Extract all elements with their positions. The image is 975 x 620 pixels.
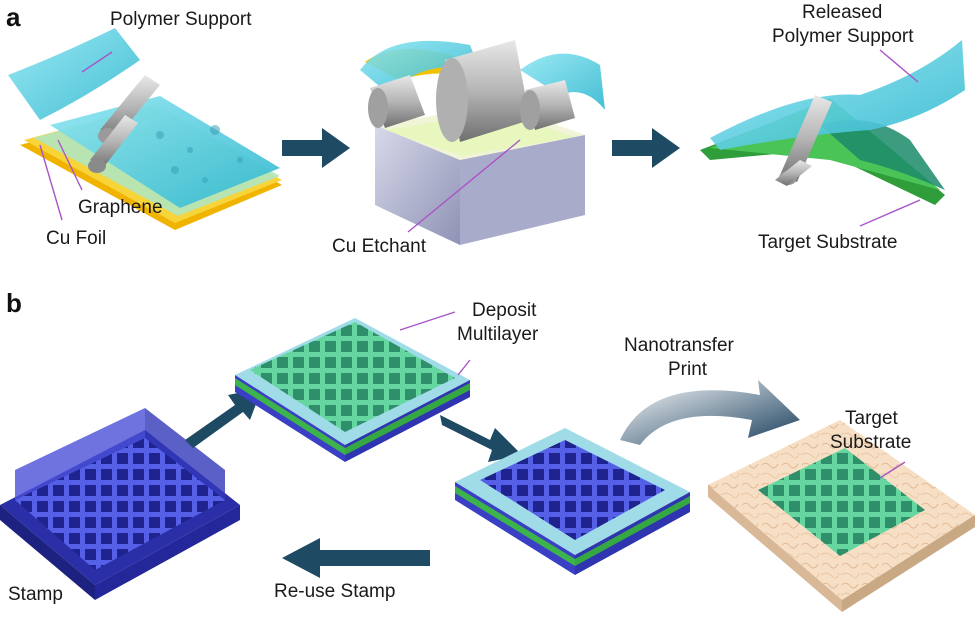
left-small-roller [368, 75, 425, 128]
leader-cu-etchant [407, 139, 521, 233]
arrow-a2-to-a3 [612, 128, 680, 168]
big-roller [436, 40, 530, 142]
stamp-block [0, 408, 240, 600]
label-target: Target [845, 408, 899, 429]
lower-roller [88, 115, 138, 173]
leader-graphene [57, 139, 83, 191]
arrow-a1-to-a2 [282, 128, 350, 168]
label-released-line1: Released [802, 2, 882, 23]
label-stamp: Stamp [8, 584, 63, 605]
leader-multilayer [457, 359, 471, 376]
label-substrate: Substrate [830, 432, 911, 453]
released-polymer-film [710, 40, 965, 150]
label-print: Print [668, 359, 708, 380]
panel-a-letter: a [6, 2, 21, 32]
roll-lamination-stage [8, 28, 282, 230]
label-cu-etchant: Cu Etchant [332, 236, 427, 257]
bath-front [375, 125, 460, 245]
inked-stamp-grid [480, 440, 665, 540]
label-reuse-stamp: Re-use Stamp [274, 581, 395, 602]
arrow-deposit-to-print [440, 415, 522, 462]
inked-stamp [455, 428, 690, 575]
etching-bath-stage [360, 40, 605, 245]
label-cu-foil: Cu Foil [46, 228, 106, 249]
leader-target-b [879, 461, 906, 479]
label-released-line2: Polymer Support [772, 26, 914, 47]
panel-b-letter: b [6, 288, 22, 318]
label-polymer-support: Polymer Support [110, 9, 252, 30]
graphene-transferred [820, 120, 945, 190]
arrow-reuse-stamp [282, 538, 430, 578]
leader-cu-foil [39, 144, 63, 221]
release-stage [700, 40, 965, 205]
bath-side [460, 135, 585, 245]
polymer-texture [156, 125, 243, 183]
leader-released [879, 49, 919, 83]
target-substrate-strip [700, 100, 945, 205]
label-graphene: Graphene [78, 197, 163, 218]
a3-lower-roller [775, 160, 812, 186]
polymer-left-curl [360, 40, 480, 95]
stamp-grid [15, 438, 225, 570]
polymer-support-sheet [8, 28, 140, 120]
leader-deposit [399, 311, 456, 331]
printed-grid [758, 448, 925, 556]
arrow-stamp-to-deposit [185, 388, 262, 448]
label-deposit: Deposit [472, 300, 537, 321]
right-small-roller [520, 80, 575, 130]
leader-polymer-support [81, 51, 113, 73]
leader-target-substrate-a [859, 199, 921, 227]
multilayer-grid [250, 322, 455, 432]
label-target-substrate-a: Target Substrate [758, 232, 897, 253]
curved-arrow-nanotransfer [620, 380, 800, 445]
deposited-stamp [235, 318, 470, 462]
label-multilayer: Multilayer [457, 324, 539, 345]
label-nanotransfer: Nanotransfer [624, 335, 735, 356]
target-substrate-b [708, 420, 975, 612]
